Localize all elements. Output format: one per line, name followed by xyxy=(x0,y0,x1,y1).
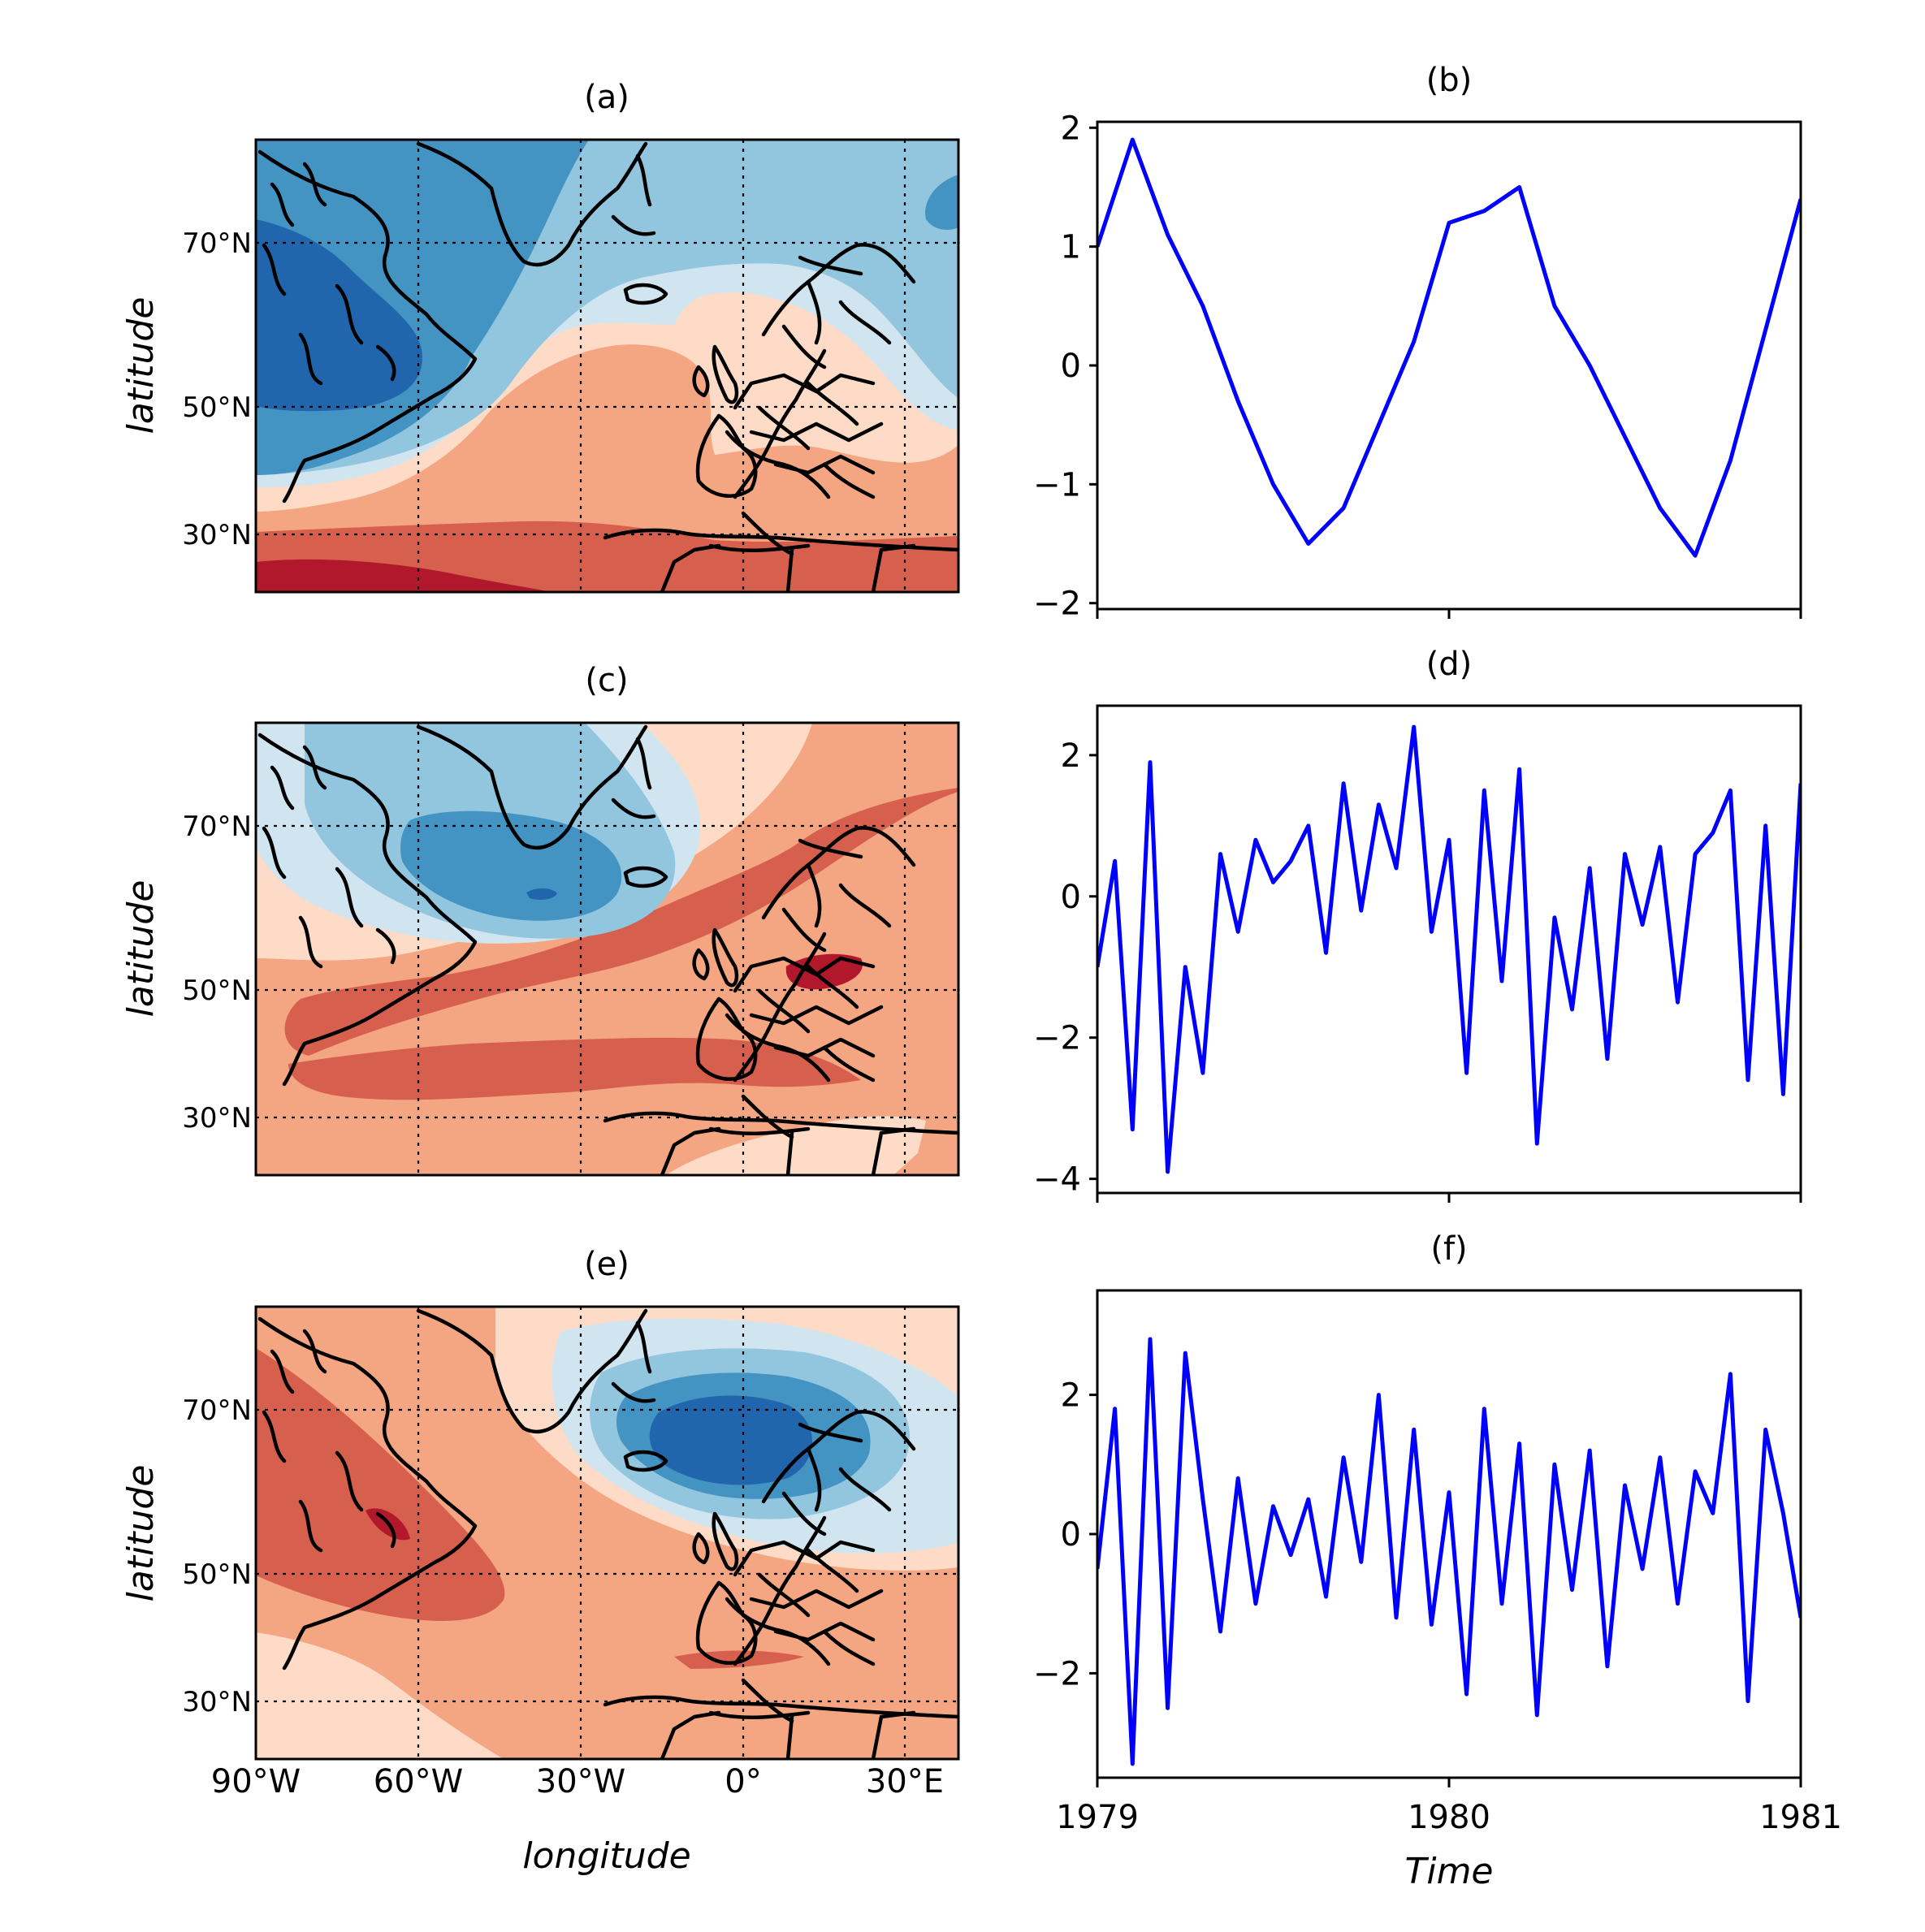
xtick-label: 1979 xyxy=(1056,1799,1139,1836)
xtick-label: 90°W xyxy=(211,1763,301,1800)
panel-title: (d) xyxy=(1426,646,1473,683)
plot-frame xyxy=(1096,704,1802,1195)
panel-title: (f) xyxy=(1430,1230,1467,1268)
ytick-label: 70°N xyxy=(182,227,252,260)
ytick-label: 1 xyxy=(1061,229,1081,266)
x-axis-label: longitude xyxy=(522,1835,690,1877)
ytick-label: 0 xyxy=(1061,348,1081,385)
ytick-label: −2 xyxy=(1033,1020,1081,1057)
ytick-label: 2 xyxy=(1061,110,1081,147)
plot-frame xyxy=(1096,120,1802,611)
ytick-label: 30°N xyxy=(182,519,252,551)
xtick-label: 60°W xyxy=(374,1763,463,1800)
ytick-label: 2 xyxy=(1061,737,1081,775)
y-axis-label: latitude xyxy=(120,297,162,434)
timeseries-panel-d: (d) 2 0 −2 −4 xyxy=(1033,646,1802,1203)
series-line xyxy=(1097,137,1801,558)
series-line xyxy=(1097,724,1801,1174)
ytick-label: 30°N xyxy=(182,1102,252,1135)
ytick-label: 30°N xyxy=(182,1686,252,1718)
ytick-label: 50°N xyxy=(182,1558,252,1591)
ytick-label: 70°N xyxy=(182,810,252,843)
xtick-label: 30°E xyxy=(866,1763,944,1800)
xtick-label: 1980 xyxy=(1408,1799,1490,1836)
ytick-label: −2 xyxy=(1033,586,1081,623)
panel-title: (b) xyxy=(1426,62,1473,99)
timeseries-panel-f: (f) 2 0 −2 1979 1980 1981 Time xyxy=(1033,1230,1842,1892)
ytick-label: 50°N xyxy=(182,975,252,1007)
y-axis-label: latitude xyxy=(120,880,162,1018)
map-panel-e: (e) 70°N 50°N 30°N xyxy=(120,1246,960,1877)
xtick-label: 30°W xyxy=(536,1763,625,1800)
ytick-label: 50°N xyxy=(182,391,252,424)
panel-title-c: (c) xyxy=(585,662,628,699)
timeseries-panel-b: (b) 2 1 0 −1 −2 xyxy=(1033,62,1802,623)
y-axis-label: latitude xyxy=(120,1465,162,1602)
ytick-label: −1 xyxy=(1033,466,1081,504)
xtick-label: 0° xyxy=(725,1763,761,1800)
xtick-label: 1981 xyxy=(1759,1799,1842,1836)
panel-title-e: (e) xyxy=(584,1246,629,1283)
map-panel-c: (c) 70°N 50°N 30°N xyxy=(120,662,960,1177)
ytick-label: 2 xyxy=(1061,1377,1081,1415)
ytick-label: 0 xyxy=(1061,1516,1081,1554)
series-line xyxy=(1097,1337,1801,1766)
ytick-label: 70°N xyxy=(182,1394,252,1427)
ytick-label: −4 xyxy=(1033,1161,1081,1199)
ytick-label: 0 xyxy=(1061,879,1081,916)
x-axis-label: Time xyxy=(1404,1851,1493,1892)
panel-title-a: (a) xyxy=(584,79,629,116)
map-panel-a: (a) 70°N 50°N 30°N lat xyxy=(120,79,960,594)
plot-frame xyxy=(1096,1289,1802,1779)
ytick-label: −2 xyxy=(1033,1655,1081,1692)
